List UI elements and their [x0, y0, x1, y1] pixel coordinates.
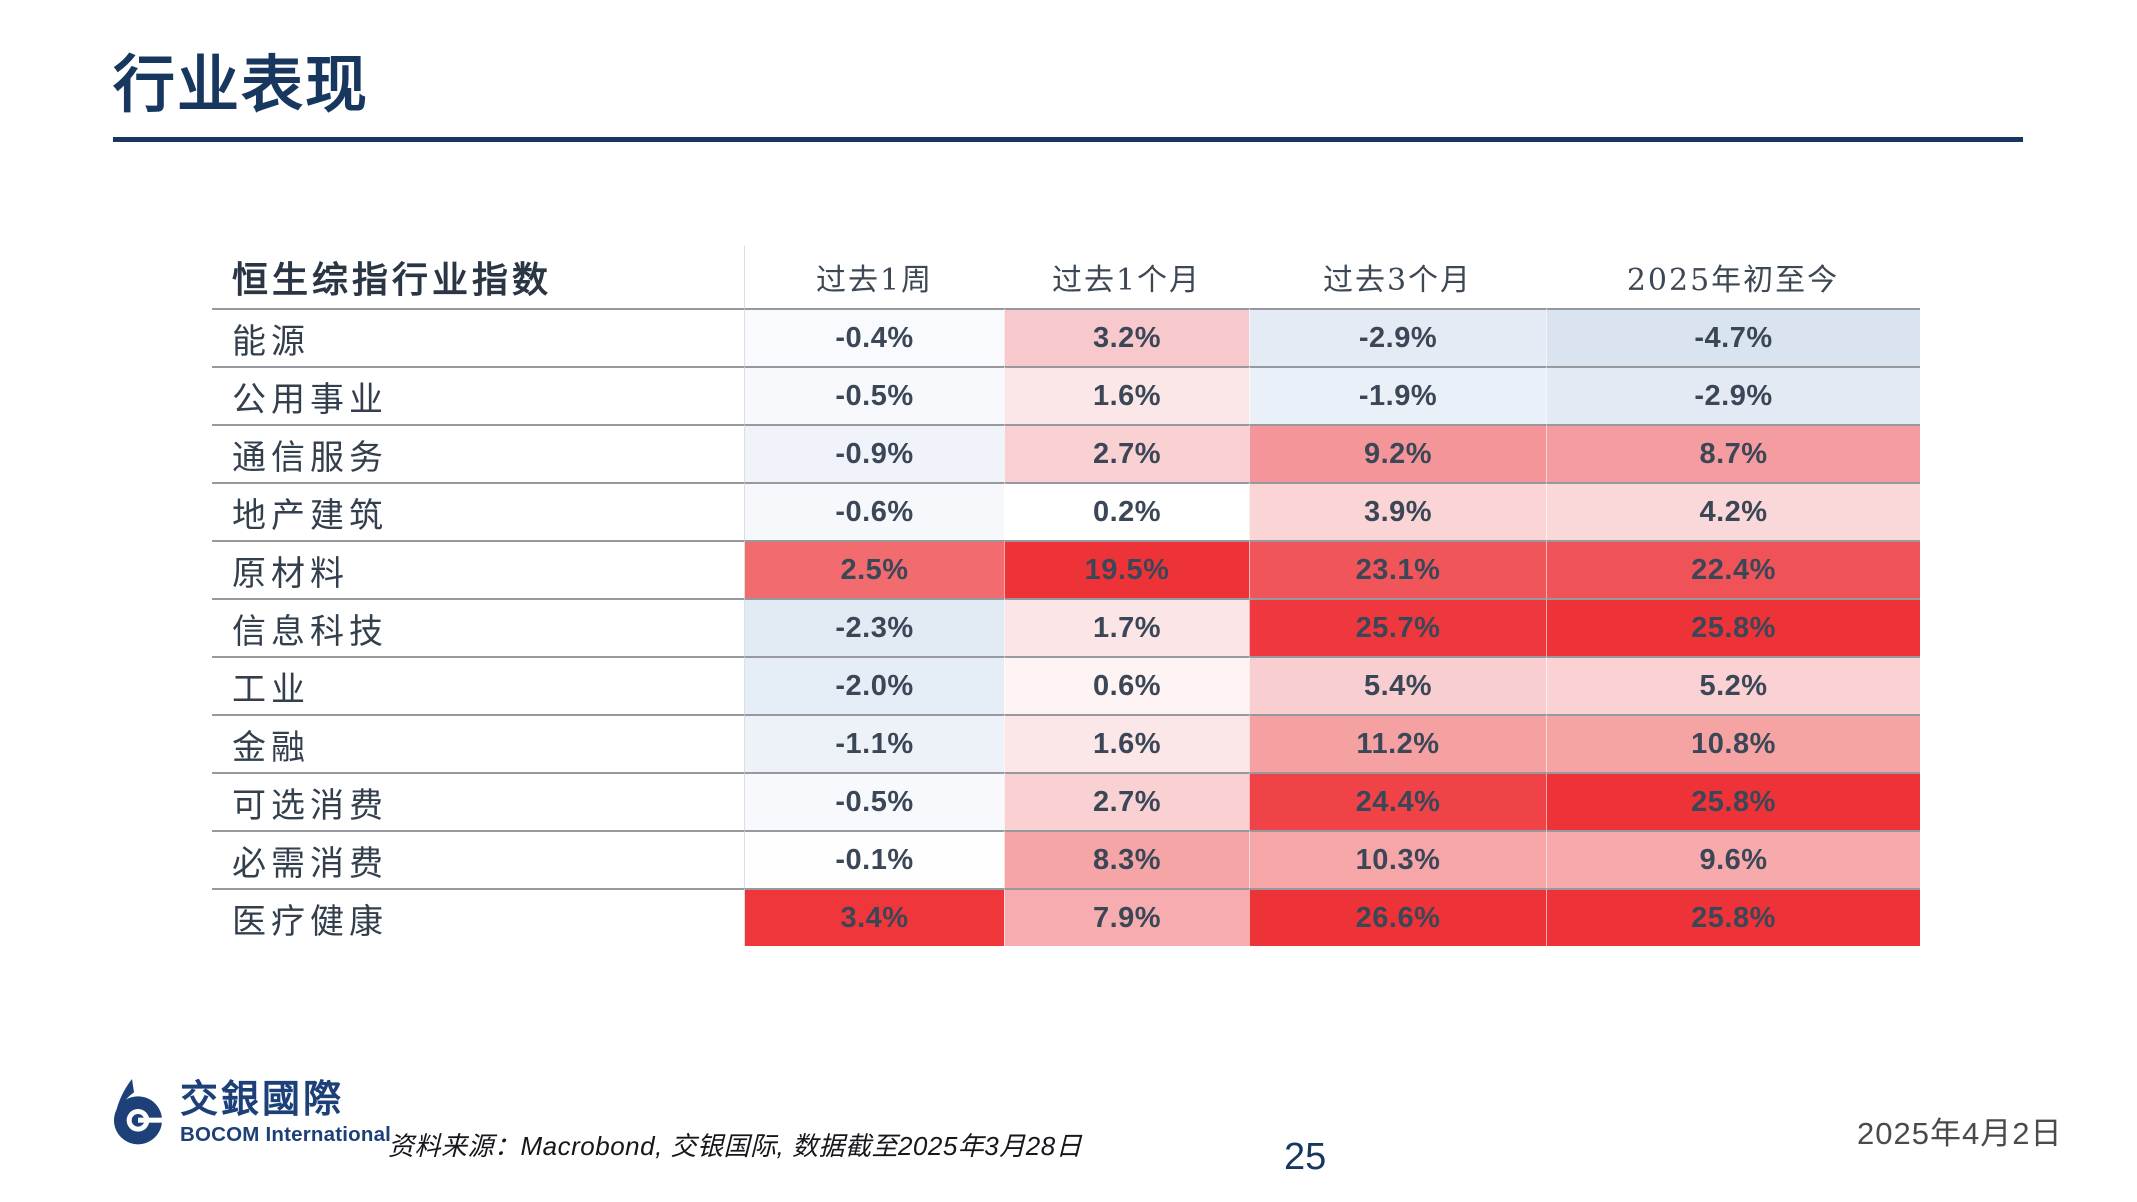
- column-header-1m: 过去1个月: [1051, 263, 1202, 298]
- source-note: 资料来源：Macrobond, 交银国际, 数据截至2025年3月28日: [388, 1131, 1083, 1161]
- value-cell: 0.2%: [1004, 482, 1249, 540]
- table-header-label: 恒生综指行业指数: [212, 246, 745, 308]
- row-label: 必需消费: [212, 830, 745, 888]
- row-label: 医疗健康: [212, 888, 745, 946]
- page-number: 25: [1284, 1136, 1327, 1178]
- table-header-row: 恒生综指行业指数 过去1周 过去1个月 过去3个月 2025年初至今: [212, 246, 1920, 308]
- value-cell: 23.1%: [1249, 540, 1546, 598]
- page-title: 行业表现: [113, 48, 370, 121]
- table-row: 原材料 2.5% 19.5% 23.1% 22.4%: [212, 540, 1920, 598]
- table-row: 地产建筑 -0.6% 0.2% 3.9% 4.2%: [212, 482, 1920, 540]
- bocom-logo-icon: [114, 1079, 163, 1145]
- column-header-ytd: 2025年初至今: [1626, 263, 1840, 298]
- value-cell: 19.5%: [1004, 540, 1249, 598]
- value-cell: 8.3%: [1004, 830, 1249, 888]
- value-cell: 7.9%: [1004, 888, 1249, 946]
- value-cell: -0.4%: [745, 308, 1004, 366]
- row-label: 工业: [212, 656, 745, 714]
- logo-en: BOCOM International: [180, 1122, 392, 1146]
- row-label: 地产建筑: [212, 482, 745, 540]
- row-label: 原材料: [212, 540, 745, 598]
- title-underline: [113, 137, 2023, 142]
- value-cell: 0.6%: [1004, 656, 1249, 714]
- value-cell: -2.9%: [1546, 366, 1920, 424]
- row-label: 可选消费: [212, 772, 745, 830]
- value-cell: 2.5%: [745, 540, 1004, 598]
- logo-text: 交銀國際 BOCOM International: [180, 1078, 391, 1147]
- row-label: 信息科技: [212, 598, 745, 656]
- value-cell: -0.6%: [745, 482, 1004, 540]
- value-cell: 5.4%: [1249, 656, 1546, 714]
- value-cell: -0.5%: [745, 366, 1004, 424]
- value-cell: 1.6%: [1004, 714, 1249, 772]
- table-row: 能源 -0.4% 3.2% -2.9% -4.7%: [212, 308, 1920, 366]
- table-row: 公用事业 -0.5% 1.6% -1.9% -2.9%: [212, 366, 1920, 424]
- value-cell: 25.8%: [1546, 888, 1920, 946]
- value-cell: 2.7%: [1004, 772, 1249, 830]
- value-cell: -2.3%: [745, 598, 1004, 656]
- value-cell: 3.2%: [1004, 308, 1249, 366]
- performance-table: 恒生综指行业指数 过去1周 过去1个月 过去3个月 2025年初至今 能源 -0.…: [212, 246, 1920, 946]
- table-row: 必需消费 -0.1% 8.3% 10.3% 9.6%: [212, 830, 1920, 888]
- value-cell: 22.4%: [1546, 540, 1920, 598]
- table-row: 可选消费 -0.5% 2.7% 24.4% 25.8%: [212, 772, 1920, 830]
- column-header-3m: 过去3个月: [1322, 263, 1473, 298]
- value-cell: 10.8%: [1546, 714, 1920, 772]
- value-cell: 25.7%: [1249, 598, 1546, 656]
- row-label: 公用事业: [212, 366, 745, 424]
- value-cell: 1.7%: [1004, 598, 1249, 656]
- slide-date: 2025年4月2日: [1857, 1116, 2063, 1151]
- value-cell: 3.4%: [745, 888, 1004, 946]
- value-cell: 25.8%: [1546, 772, 1920, 830]
- value-cell: 8.7%: [1546, 424, 1920, 482]
- table-row: 通信服务 -0.9% 2.7% 9.2% 8.7%: [212, 424, 1920, 482]
- table-body: 能源 -0.4% 3.2% -2.9% -4.7% 公用事业 -0.5% 1.6% -1.9% -…: [212, 308, 1920, 946]
- value-cell: -2.9%: [1249, 308, 1546, 366]
- value-cell: 5.2%: [1546, 656, 1920, 714]
- value-cell: -2.0%: [745, 656, 1004, 714]
- value-cell: 4.2%: [1546, 482, 1920, 540]
- value-cell: -1.9%: [1249, 366, 1546, 424]
- value-cell: 24.4%: [1249, 772, 1546, 830]
- row-label: 通信服务: [212, 424, 745, 482]
- value-cell: 1.6%: [1004, 366, 1249, 424]
- value-cell: 10.3%: [1249, 830, 1546, 888]
- value-cell: 2.7%: [1004, 424, 1249, 482]
- value-cell: -4.7%: [1546, 308, 1920, 366]
- value-cell: -0.5%: [745, 772, 1004, 830]
- row-label: 能源: [212, 308, 745, 366]
- value-cell: -1.1%: [745, 714, 1004, 772]
- table-row: 金融 -1.1% 1.6% 11.2% 10.8%: [212, 714, 1920, 772]
- table-row: 信息科技 -2.3% 1.7% 25.7% 25.8%: [212, 598, 1920, 656]
- value-cell: 11.2%: [1249, 714, 1546, 772]
- value-cell: 26.6%: [1249, 888, 1546, 946]
- logo-zh: 交銀國際: [180, 1076, 345, 1121]
- value-cell: 25.8%: [1546, 598, 1920, 656]
- column-header-1w: 过去1周: [815, 263, 934, 298]
- value-cell: -0.1%: [745, 830, 1004, 888]
- row-label: 金融: [212, 714, 745, 772]
- table-row: 医疗健康 3.4% 7.9% 26.6% 25.8%: [212, 888, 1920, 946]
- value-cell: 9.6%: [1546, 830, 1920, 888]
- logo: 交銀國際 BOCOM International: [108, 1078, 391, 1148]
- table-row: 工业 -2.0% 0.6% 5.4% 5.2%: [212, 656, 1920, 714]
- value-cell: -0.9%: [745, 424, 1004, 482]
- value-cell: 9.2%: [1249, 424, 1546, 482]
- value-cell: 3.9%: [1249, 482, 1546, 540]
